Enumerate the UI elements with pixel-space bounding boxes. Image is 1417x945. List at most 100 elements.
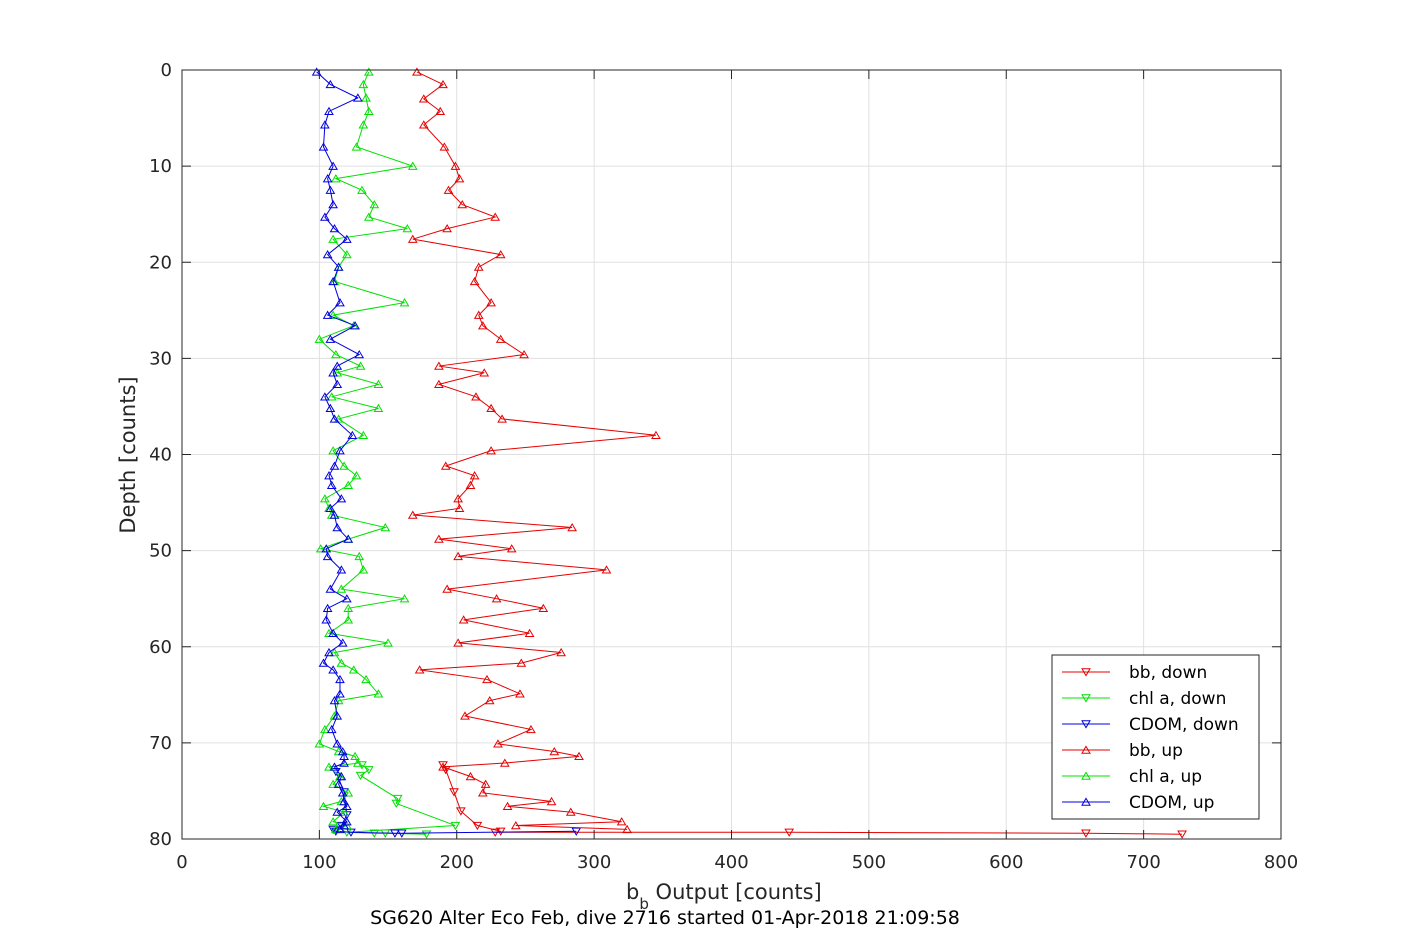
x-tick-label: 300 (577, 852, 611, 873)
data-point-bb-down (1081, 829, 1091, 838)
data-point-chl-a-up (348, 665, 359, 674)
data-point-chl-a-up (357, 185, 367, 194)
data-point-cdom-up (337, 638, 348, 647)
data-point-cdom-up (332, 379, 343, 389)
data-point-bb-down (455, 807, 466, 816)
data-point-cdom-up (343, 534, 354, 543)
legend-label: chl a, up (1129, 767, 1202, 787)
data-point-bb-down (1177, 830, 1187, 839)
data-point-chl-a-up (358, 430, 369, 439)
data-point-cdom-up (333, 779, 344, 788)
data-point-bb-up (490, 212, 501, 221)
data-point-cdom-up (333, 262, 344, 271)
data-point-bb-up (418, 94, 429, 103)
data-point-cdom-up (324, 471, 334, 480)
data-point-bb-up (453, 494, 463, 503)
data-point-cdom-up (325, 79, 336, 89)
data-point-cdom-up (350, 321, 360, 330)
data-point-chl-a-up (383, 638, 393, 647)
data-point-chl-a-up (328, 234, 338, 243)
data-point-chl-a-up (319, 494, 330, 503)
legend-label: CDOM, up (1129, 793, 1214, 813)
data-point-bb-up (549, 746, 560, 756)
data-point-bb-up (453, 638, 463, 647)
data-point-chl-a-up (351, 471, 362, 480)
data-point-chl-a-up (328, 310, 338, 319)
chart-caption: SG620 Alter Eco Feb, dive 2716 started 0… (370, 907, 960, 929)
y-tick-label: 50 (149, 541, 172, 562)
data-point-bb-up (434, 534, 444, 543)
data-point-bb-up (450, 161, 461, 170)
x-axis-label-subscript: b (639, 895, 649, 913)
data-point-cdom-up (329, 414, 340, 423)
data-point-chl-a-up (373, 403, 384, 413)
data-point-cdom-up (328, 628, 338, 637)
data-point-cdom-up (324, 647, 334, 657)
data-point-bb-up (412, 67, 422, 76)
data-point-cdom-up (335, 824, 345, 834)
data-point-bb-up (439, 142, 450, 151)
data-point-cdom-up (321, 615, 332, 624)
data-point-cdom-up (339, 796, 349, 806)
data-point-cdom-up (319, 120, 330, 129)
legend-label: CDOM, down (1129, 715, 1239, 735)
data-point-cdom-up (328, 368, 338, 377)
data-point-bb-up (495, 249, 506, 259)
data-point-cdom-up (322, 551, 333, 561)
data-point-chl-a-up (328, 817, 338, 826)
data-point-bb-up (484, 695, 495, 705)
data-point-cdom-up (332, 739, 343, 748)
data-point-bb-up (486, 446, 496, 455)
data-point-bb-up (454, 503, 465, 513)
data-point-cdom-up (326, 724, 337, 734)
data-point-chl-a-up (343, 603, 354, 612)
y-axis-label: Depth [counts] (116, 376, 140, 533)
data-point-chl-a-up (324, 762, 334, 771)
data-point-cdom-up (319, 392, 330, 401)
data-point-chl-a-up (354, 551, 365, 561)
data-point-chl-a-down (391, 799, 402, 809)
data-point-chl-a-up (336, 658, 347, 667)
data-point-chl-a-down (363, 766, 374, 775)
axis-ticks: 0 100 200 300 400 500 600 700 800 0 10 20 30 40 50 60 70… (149, 60, 1298, 873)
y-tick-label: 70 (149, 733, 172, 754)
data-point-cdom-up (325, 334, 336, 343)
data-point-chl-a-down (355, 771, 366, 781)
x-tick-label: 500 (852, 852, 886, 873)
data-point-bb-up (601, 565, 612, 574)
data-point-cdom-up (322, 310, 333, 319)
legend-marker (1081, 797, 1091, 806)
data-point-bb-up (460, 711, 470, 720)
data-point-chl-a-up (343, 615, 354, 624)
data-point-bb-up (526, 724, 536, 734)
data-point-chl-a-up (358, 565, 369, 574)
data-point-chl-a-up (339, 461, 349, 470)
data-point-bb-up (440, 461, 451, 470)
data-point-chl-a-down (392, 794, 403, 804)
x-axis-label-main: b (626, 880, 639, 904)
data-point-chl-a-up (369, 199, 380, 209)
data-point-cdom-up (332, 807, 343, 816)
legend-item: chl a, up (1062, 767, 1202, 787)
data-point-chl-a-up (319, 724, 330, 734)
data-point-bb-up (616, 817, 627, 826)
data-point-bb-up (515, 689, 525, 698)
data-point-chl-a-up (361, 93, 371, 102)
data-point-chl-a-up (328, 446, 338, 455)
data-point-bb-up (473, 262, 484, 271)
data-point-cdom-up (328, 276, 338, 286)
data-point-bb-down (449, 788, 459, 797)
data-point-bb-up (516, 658, 527, 667)
data-point-bb-up (465, 480, 476, 489)
y-tick-label: 0 (161, 60, 172, 81)
data-point-chl-a-up (350, 751, 360, 761)
data-point-bb-up (434, 379, 444, 389)
data-point-cdom-down (390, 829, 400, 838)
data-point-cdom-up (341, 817, 352, 826)
data-point-bb-up (567, 522, 578, 532)
data-point-bb-down (495, 827, 506, 836)
data-point-chl-a-up (336, 584, 347, 593)
data-point-bb-up (407, 510, 418, 519)
data-point-bb-up (473, 310, 484, 319)
data-point-bb-up (510, 820, 521, 830)
